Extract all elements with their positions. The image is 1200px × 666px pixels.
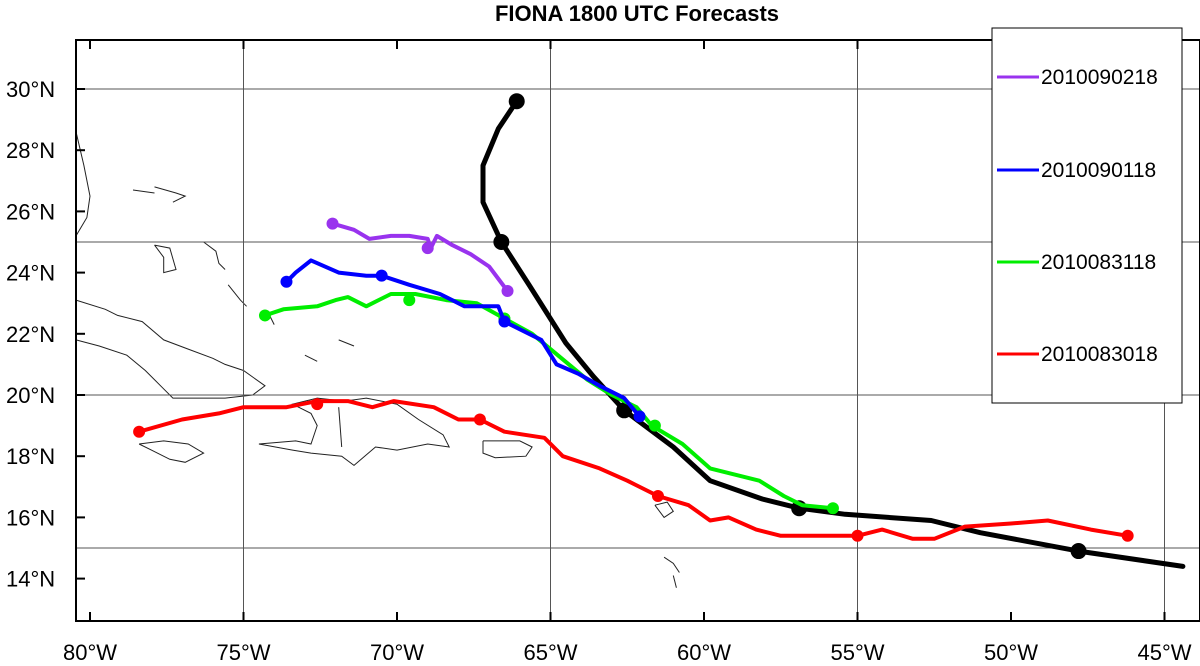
track-point-2010090218-2 [421, 242, 434, 255]
y-tick-label: 16°N [6, 505, 55, 530]
x-tick-label: 55°W [830, 640, 884, 665]
y-tick-label: 26°N [6, 199, 55, 224]
coastline-5 [482, 440, 533, 459]
coastline-16 [663, 556, 680, 573]
coastline-4 [338, 407, 343, 448]
y-tick-label: 20°N [6, 383, 55, 408]
axis-tick-layer: 80°W 75°W 70°W 65°W 60°W 55°W 50°W 45°W 14°N 16°N… [6, 40, 1192, 665]
coastline-6 [75, 131, 91, 237]
track-line-2010090118 [284, 258, 642, 419]
track-point-2010083018-6 [1121, 529, 1134, 542]
track-line-2010083018 [137, 399, 1130, 541]
coastline-17 [672, 575, 677, 588]
y-tick-label: 24°N [6, 261, 55, 286]
track-point-observed-4 [493, 234, 510, 250]
coastline-2 [138, 440, 205, 463]
track-point-2010083118-1 [258, 309, 271, 322]
x-tick-label: 60°W [677, 640, 731, 665]
track-line-observed [480, 98, 1186, 569]
x-tick-label: 75°W [216, 640, 270, 665]
track-point-2010090118-2 [375, 269, 388, 282]
coastline-7 [154, 186, 187, 203]
track-line-2010090218 [330, 221, 510, 293]
track-2010090118 [280, 258, 646, 423]
track-point-2010090118-4 [633, 410, 646, 423]
coastline-8 [132, 189, 155, 194]
legend-label-2010083018: 2010083018 [1041, 343, 1158, 366]
coastline-13 [304, 354, 318, 362]
y-tick-label: 14°N [6, 567, 55, 592]
track-point-2010083118-4 [648, 419, 661, 432]
coastline-14 [338, 339, 355, 347]
coastline-layer [75, 131, 680, 588]
y-tick-label: 28°N [6, 138, 55, 163]
legend-label-2010090118: 2010090118 [1041, 159, 1156, 182]
track-point-2010090118-1 [280, 275, 293, 288]
track-2010083018 [133, 398, 1134, 542]
legend-label-2010083118: 2010083118 [1041, 251, 1156, 274]
track-point-2010090218-1 [326, 217, 339, 230]
coastline-9 [154, 244, 177, 274]
x-tick-label: 45°W [1137, 640, 1191, 665]
track-point-2010083018-1 [133, 425, 146, 438]
track-line-2010083118 [263, 292, 835, 511]
y-tick-label: 30°N [6, 77, 55, 102]
forecast-track-layer [133, 93, 1186, 569]
x-tick-label: 50°W [984, 640, 1038, 665]
map-title: FIONA 1800 UTC Forecasts [495, 1, 779, 26]
track-point-2010083018-5 [851, 529, 864, 542]
track-point-2010090218-3 [501, 284, 514, 297]
map-frame [75, 39, 1200, 622]
track-point-2010083118-5 [826, 502, 839, 515]
track-point-2010083118-2 [403, 294, 416, 307]
legend-box [991, 27, 1183, 404]
coastline-15 [654, 501, 674, 519]
y-tick-label: 22°N [6, 322, 55, 347]
track-point-2010090118-3 [498, 315, 511, 328]
coastline-3 [258, 397, 451, 467]
track-point-2010083018-2 [311, 398, 324, 411]
coastline-1 [75, 299, 266, 399]
track-2010090218 [326, 217, 514, 297]
track-point-2010083018-4 [651, 489, 664, 502]
track-observed [480, 93, 1186, 569]
legend-label-2010090218: 2010090218 [1041, 66, 1158, 89]
legend: 2010090218 2010090118 2010083118 2010083018 [991, 27, 1183, 404]
track-point-2010083018-3 [473, 413, 486, 426]
coastline-11 [227, 284, 247, 307]
x-tick-label: 80°W [63, 640, 117, 665]
track-point-observed-1 [1070, 543, 1087, 560]
coastline-10 [203, 241, 226, 270]
track-2010083118 [258, 292, 839, 515]
x-tick-label: 65°W [523, 640, 577, 665]
y-tick-label: 18°N [6, 444, 55, 469]
x-tick-label: 70°W [370, 640, 424, 665]
track-point-observed-5 [508, 93, 525, 110]
track-point-observed-3 [616, 402, 633, 419]
